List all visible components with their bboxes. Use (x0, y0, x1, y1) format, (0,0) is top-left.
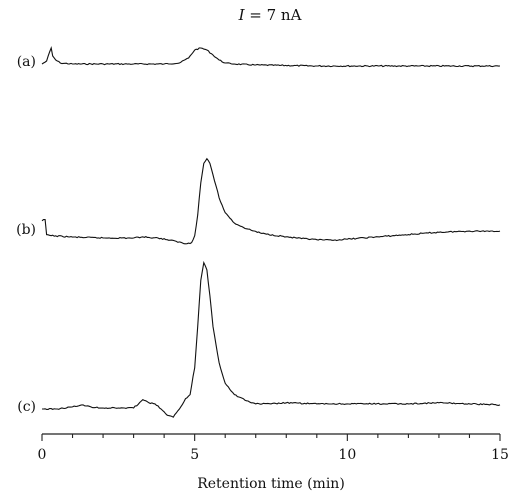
series-label-b: (b) (16, 222, 36, 238)
series-line-c (42, 260, 501, 418)
trace-group (41, 46, 501, 418)
x-tick-label: 10 (338, 447, 356, 463)
x-axis-label: Retention time (min) (197, 476, 345, 492)
x-tick-label: 15 (491, 447, 509, 463)
x-tick-group: 0 5 10 15 (38, 434, 509, 463)
series-label-group: (a) (b) (c) (16, 54, 36, 415)
series-line-a (41, 46, 501, 68)
series-line-b (41, 157, 501, 245)
x-tick-label: 5 (190, 447, 199, 463)
x-tick-label: 0 (38, 447, 47, 463)
series-label-a: (a) (17, 54, 36, 70)
chart-title: I = 7 nA (238, 6, 302, 24)
series-label-c: (c) (17, 399, 36, 415)
